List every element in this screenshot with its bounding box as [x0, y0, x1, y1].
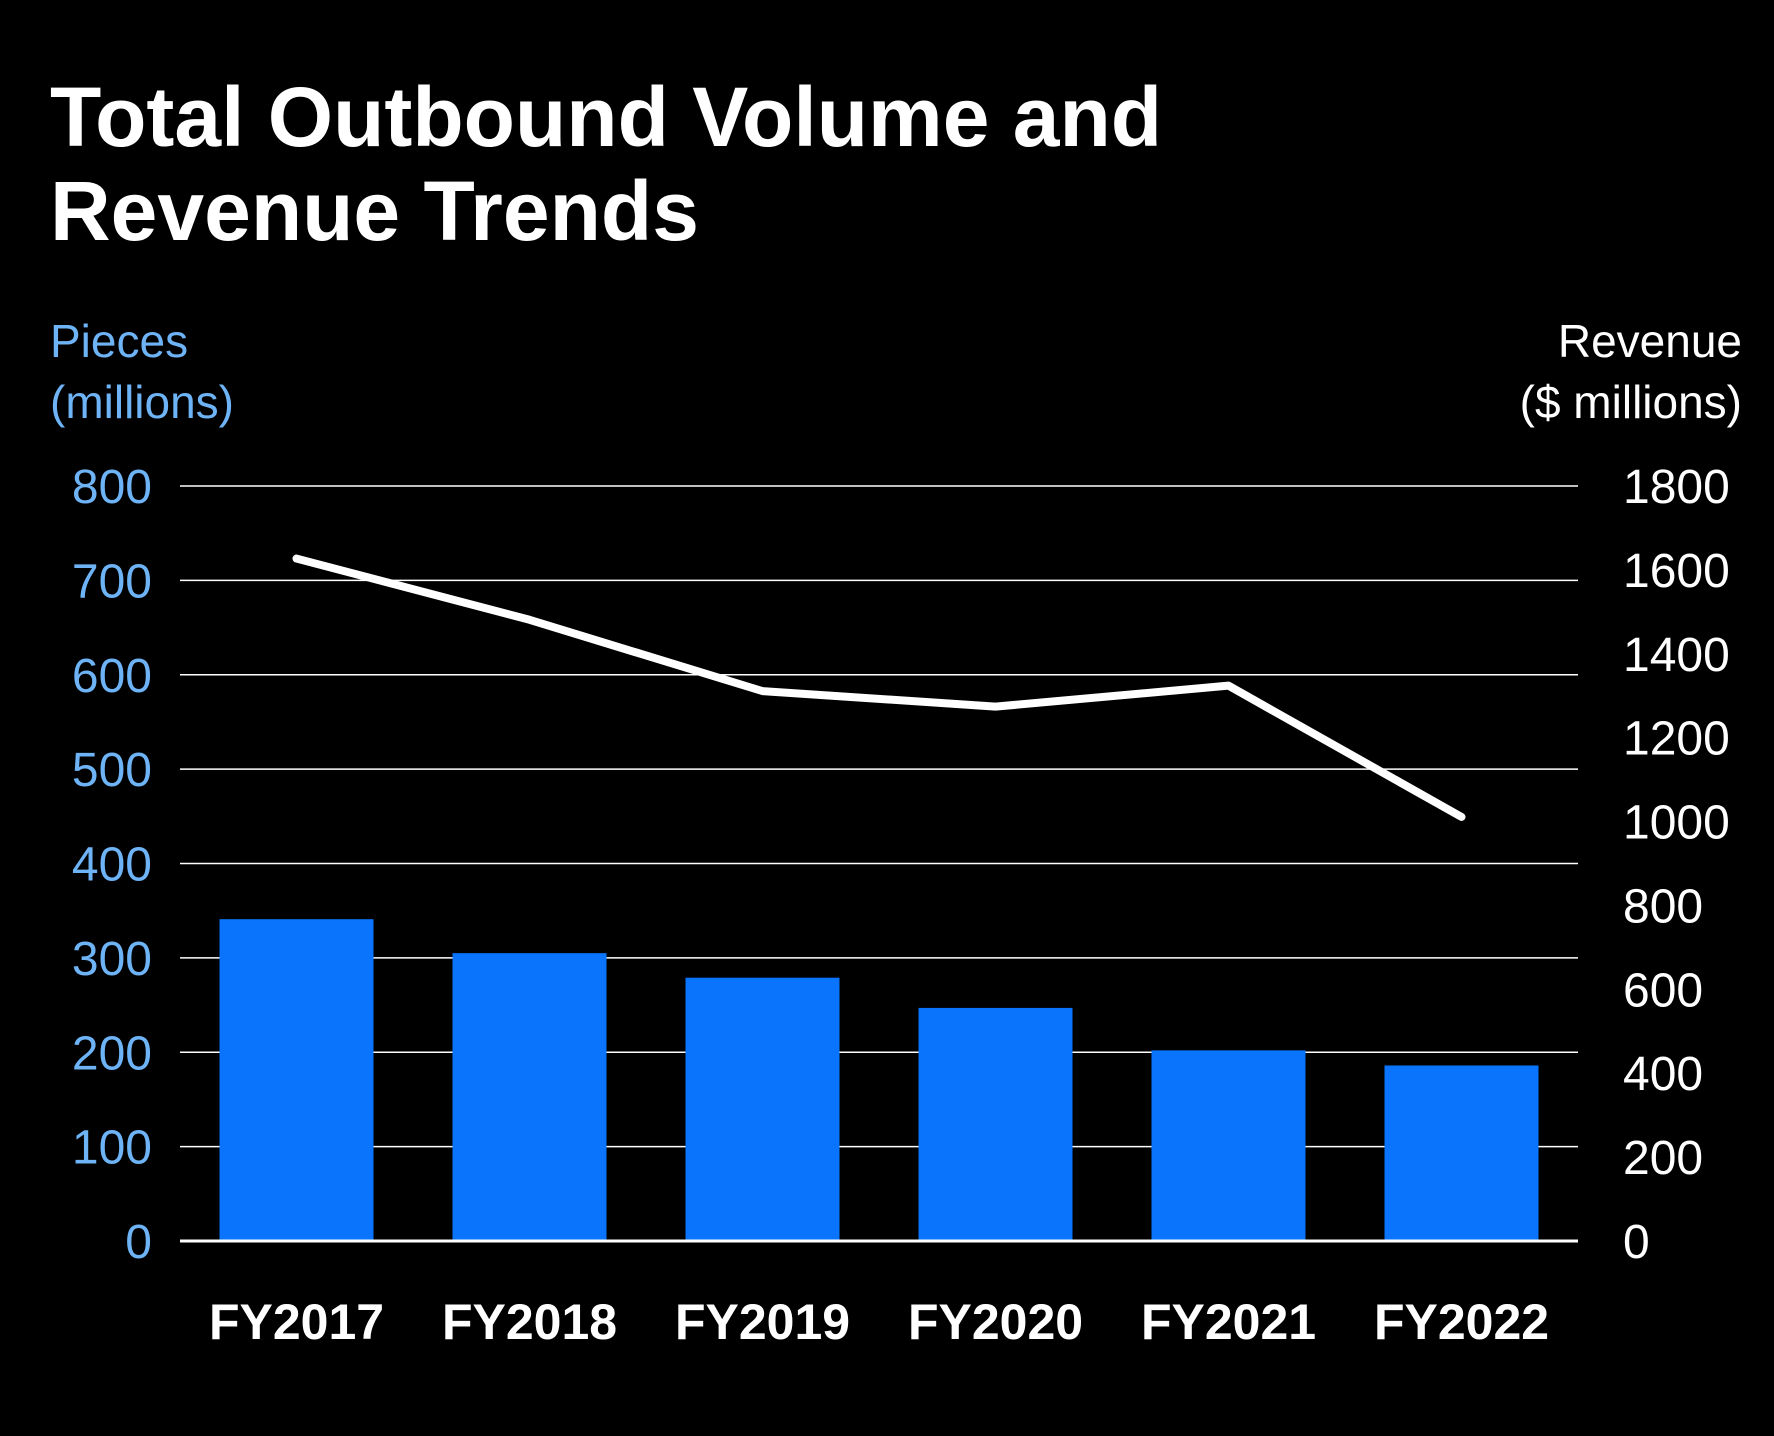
- left-tick-label: 400: [72, 839, 152, 892]
- gridlines: [180, 485, 1578, 1148]
- bars: [219, 919, 1539, 1241]
- left-tick-label: 500: [72, 744, 152, 797]
- right-tick-label: 200: [1623, 1132, 1703, 1185]
- bar-fy2017: [219, 919, 374, 1241]
- bar-fy2021: [1151, 1050, 1306, 1241]
- left-tick-label: 600: [72, 650, 152, 703]
- category-label: FY2017: [209, 1294, 384, 1350]
- bar-fy2018: [452, 953, 607, 1241]
- right-tick-label: 600: [1623, 964, 1703, 1017]
- chart-title: Total Outbound Volume and Revenue Trends: [50, 70, 1163, 258]
- left-tick-label: 800: [72, 461, 152, 514]
- right-tick-label: 400: [1623, 1048, 1703, 1101]
- left-axis-title-line1: Pieces: [50, 315, 188, 367]
- category-labels: FY2017 FY2018 FY2019 FY2020 FY2021 FY2022: [209, 1294, 1549, 1350]
- bar-fy2020: [918, 1007, 1073, 1241]
- right-axis-ticks: 0 200 400 600 800 1000 1200 1400 1600 1800: [1623, 461, 1730, 1269]
- left-axis-ticks: 0 100 200 300 400 500 600 700 800: [72, 461, 152, 1269]
- category-label: FY2019: [675, 1294, 850, 1350]
- category-label: FY2020: [908, 1294, 1083, 1350]
- left-axis-title-line2: (millions): [50, 376, 234, 428]
- left-tick-label: 0: [125, 1216, 152, 1269]
- right-tick-label: 1200: [1623, 713, 1730, 766]
- left-tick-label: 700: [72, 555, 152, 608]
- left-tick-label: 100: [72, 1122, 152, 1175]
- bar-fy2022: [1384, 1065, 1539, 1241]
- left-tick-label: 300: [72, 933, 152, 986]
- revenue-line-path: [292, 554, 1466, 821]
- right-tick-label: 1400: [1623, 629, 1730, 682]
- bar-fy2019: [685, 977, 840, 1241]
- right-tick-label: 0: [1623, 1216, 1650, 1269]
- left-tick-label: 200: [72, 1027, 152, 1080]
- right-axis-title-line1: Revenue: [1558, 315, 1742, 367]
- right-tick-label: 800: [1623, 880, 1703, 933]
- category-label: FY2022: [1374, 1294, 1549, 1350]
- right-tick-label: 1800: [1623, 461, 1730, 514]
- revenue-line: [292, 554, 1466, 821]
- right-axis-title-line2: ($ millions): [1520, 376, 1742, 428]
- category-label: FY2021: [1141, 1294, 1316, 1350]
- category-label: FY2018: [442, 1294, 617, 1350]
- right-tick-label: 1600: [1623, 545, 1730, 598]
- right-tick-label: 1000: [1623, 797, 1730, 850]
